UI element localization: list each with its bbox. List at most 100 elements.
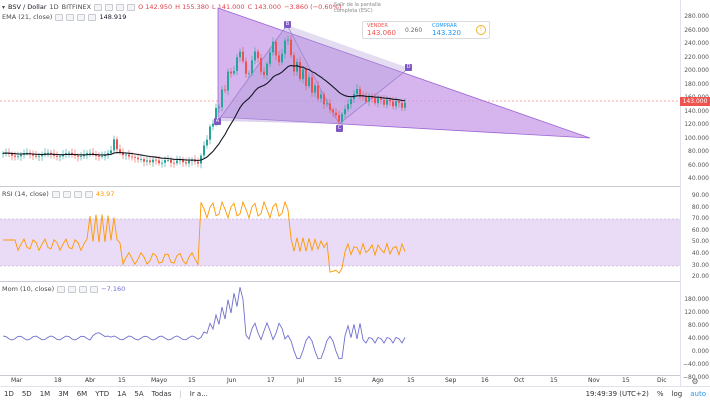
series-remove-button[interactable] [116,3,125,11]
time-axis-label: 18 [54,377,62,384]
pattern-marker-c[interactable]: C [336,125,343,132]
rsi-value: 43.97 [95,190,115,198]
chart-canvas[interactable] [0,0,680,376]
ema-legend: EMA (21, close) 148.919 [2,13,126,21]
time-axis-label: Ago [372,377,384,384]
buy-button[interactable]: COMPRAR 143.320 [428,22,478,38]
mom-legend: Mom (10, close) −7.160 [2,285,125,293]
time-axis-label: Dic [657,377,667,384]
price-axis-label: 40.000 [688,175,709,182]
rsi-settings-button[interactable] [62,190,71,198]
pattern-marker-d[interactable]: D [405,64,412,71]
range-5d-button[interactable]: 5D [21,389,32,398]
last-price-tag: 143.000 [680,97,710,106]
pattern-marker-b[interactable]: B [284,21,291,28]
time-axis-label: Jun [227,377,237,384]
rsi-visibility-button[interactable] [51,190,60,198]
range-1m-button[interactable]: 1M [39,389,51,398]
rsi-legend: RSI (14, close) 43.97 [2,190,114,198]
fullscreen-tooltip: Salir de la pantalla completa (ESC) [334,2,381,14]
pattern-marker-a[interactable]: A [214,118,221,125]
price-axis-label: 180.000 [684,80,709,88]
symbol-name[interactable]: BSV / Dollar [8,3,47,11]
mom-axis-label: 120.000 [684,309,709,316]
mom-axis-label: −80.000 [682,374,709,381]
ema-label[interactable]: EMA (21, close) [2,13,53,21]
mom-label[interactable]: Mom (10, close) [2,285,55,293]
rsi-axis-label: 90.00 [691,192,709,199]
range-1d-button[interactable]: 1D [4,389,14,398]
buy-label: COMPRAR [432,23,457,29]
range-ytd-button[interactable]: YTD [95,389,110,398]
sell-price: 143.060 [367,29,396,37]
time-axis-label: 15 [188,377,196,384]
rsi-label[interactable]: RSI (14, close) [2,190,49,198]
symbol-legend: ▾ BSV / Dollar 1D BITFINEX O 142.950 H 1… [2,3,341,11]
rsi-axis-label: 60.00 [691,226,709,234]
close-value: C 143.000 [247,3,282,11]
ema-value: 148.919 [99,13,127,21]
time-axis-label: Sep [445,377,457,384]
mom-visibility-button[interactable] [57,285,66,293]
info-icon[interactable]: ! [476,25,486,35]
series-visibility-button[interactable] [94,3,103,11]
ema-remove-button[interactable] [77,13,86,21]
time-axis-label: 17 [267,377,275,384]
interval-label[interactable]: 1D [49,3,59,11]
mom-more-button[interactable] [90,285,99,293]
percent-toggle[interactable]: % [656,389,664,398]
price-axis-label: 280.000 [684,13,709,20]
price-axis-label: 80.000 [688,148,709,155]
rsi-more-button[interactable] [84,190,93,198]
price-axis[interactable] [680,0,710,386]
sell-button[interactable]: VENDER 143.060 [363,22,413,38]
range-all-button[interactable]: Todas [151,389,172,398]
time-axis-label: Oct [514,377,525,384]
triangle-drawing [217,7,591,139]
range-6m-button[interactable]: 6M [76,389,88,398]
momentum-line [2,287,406,360]
price-axis-label: 120.000 [684,121,709,128]
time-axis-label: 15 [622,377,630,384]
ema-more-button[interactable] [88,13,97,21]
rsi-axis-label: 80.00 [691,203,709,211]
time-axis-label: 15 [407,377,415,384]
goto-date-button[interactable]: Ir a... [189,389,208,398]
bottom-toolbar: 1D 5D 1M 3M 6M YTD 1A 5A Todas | Ir a...… [0,386,710,400]
auto-toggle[interactable]: auto [690,389,706,398]
price-axis-label: 140.000 [684,107,709,115]
rsi-axis-label: 40.00 [691,250,709,257]
ema-settings-button[interactable] [66,13,75,21]
mom-remove-button[interactable] [79,285,88,293]
time-axis-label: Abr [85,377,96,384]
log-toggle[interactable]: log [671,389,683,398]
mom-axis-label: 180.000 [684,296,709,303]
exchange-label: BITFINEX [61,3,92,11]
low-value: L 141.000 [212,3,245,11]
chevron-down-icon[interactable]: ▾ [2,3,6,11]
rsi-axis-label: 30.00 [691,261,709,269]
mom-axis-label: 80.000 [688,322,709,329]
mom-settings-button[interactable] [68,285,77,293]
series-settings-button[interactable] [105,3,114,11]
price-axis-label: 260.000 [684,26,709,34]
time-axis-label: 15 [118,377,126,384]
clock-display[interactable]: 19:49:39 (UTC+2) [585,389,649,398]
series-more-button[interactable] [127,3,136,11]
time-axis-label: 16 [481,377,489,384]
trade-widget: VENDER 143.060 0.260 COMPRAR 143.320 ! [362,21,490,39]
settings-gear-icon[interactable]: ⚙ [691,376,699,386]
mom-axis-label: 0.000 [691,348,709,355]
rsi-axis-label: 20.00 [691,273,709,281]
price-axis-label: 220.000 [684,53,709,61]
time-axis-label: 15 [550,377,558,384]
range-5a-button[interactable]: 5A [134,389,144,398]
range-3m-button[interactable]: 3M [58,389,69,398]
rsi-line [3,200,406,274]
range-1a-button[interactable]: 1A [117,389,127,398]
time-axis-label: Nov [588,377,600,384]
time-axis-label: Jul [297,377,305,384]
ema-visibility-button[interactable] [55,13,64,21]
rsi-remove-button[interactable] [73,190,82,198]
price-axis-label: 240.000 [684,40,709,47]
